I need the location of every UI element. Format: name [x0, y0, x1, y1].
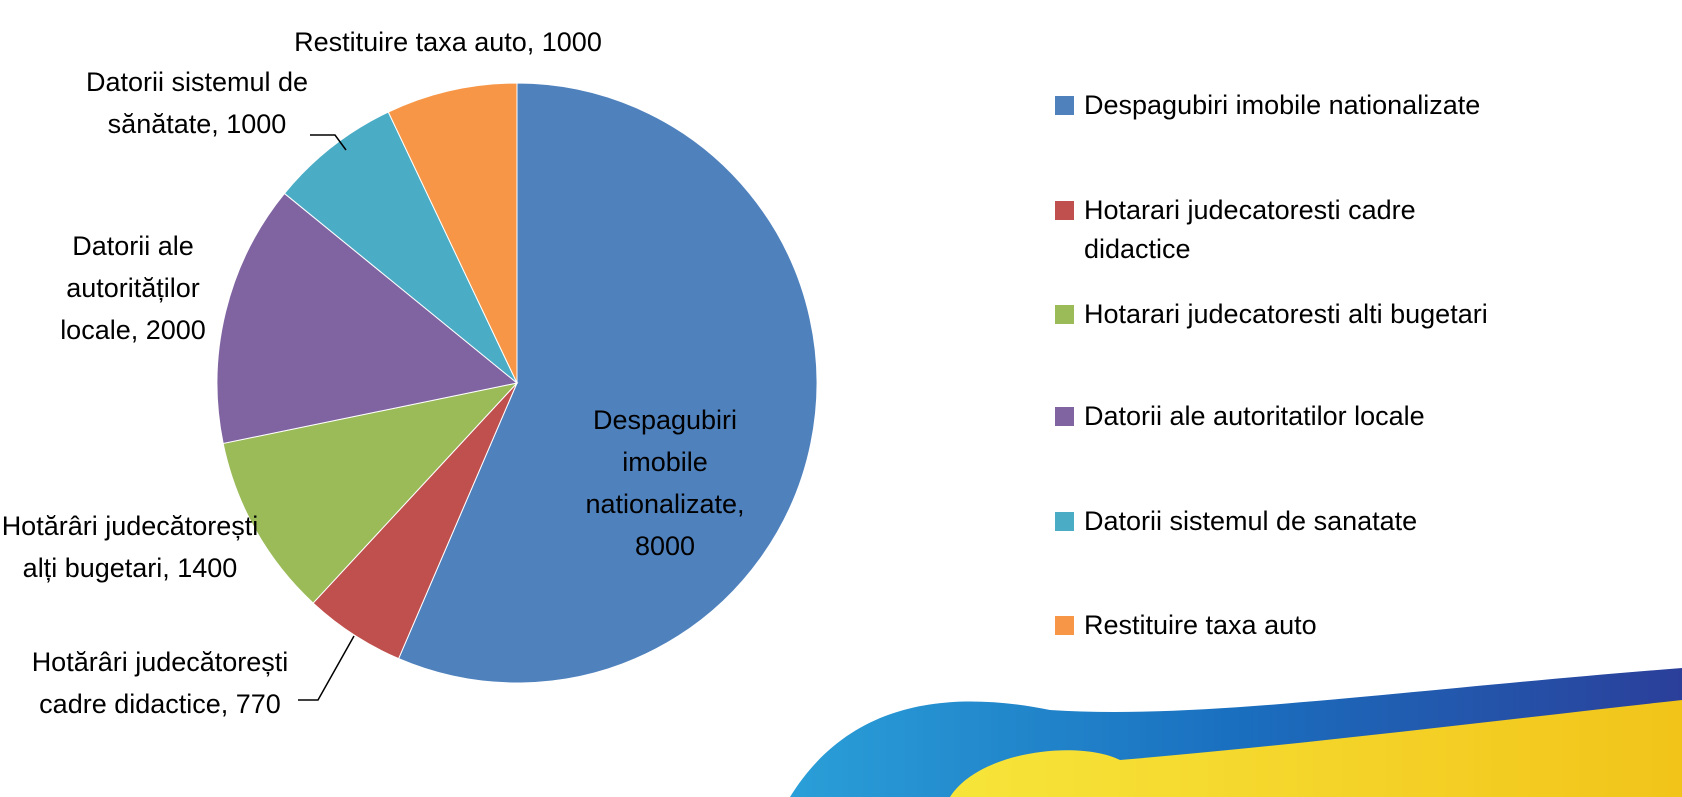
legend-item: Despagubiri imobile nationalizate [1055, 86, 1524, 125]
legend-label: Datorii sistemul de sanatate [1084, 502, 1524, 541]
legend-label: Datorii ale autoritatilor locale [1084, 397, 1524, 436]
data-label: Hotărâri judecătorești alți bugetari, 14… [0, 505, 265, 589]
legend-item: Restituire taxa auto [1055, 606, 1524, 645]
legend-item: Hotarari judecatoresti alti bugetari [1055, 295, 1524, 334]
legend-swatch [1055, 616, 1074, 635]
legend-label: Hotarari judecatoresti alti bugetari [1084, 295, 1524, 334]
decorative-wave [790, 668, 1682, 797]
legend-label: Despagubiri imobile nationalizate [1084, 86, 1524, 125]
data-label: Hotărâri judecătorești cadre didactice, … [10, 641, 310, 725]
legend-item: Datorii ale autoritatilor locale [1055, 397, 1524, 436]
legend-swatch [1055, 201, 1074, 220]
legend-swatch [1055, 407, 1074, 426]
chart: Despagubiri imobile nationalizate, 8000 H… [0, 0, 1682, 797]
data-label: Restituire taxa auto, 1000 [288, 21, 608, 63]
legend-swatch [1055, 305, 1074, 324]
legend-label: Hotarari judecatoresti cadre didactice [1084, 191, 1524, 269]
legend-label: Restituire taxa auto [1084, 606, 1524, 645]
data-label: Datorii sistemul de sănătate, 1000 [47, 61, 347, 145]
legend-swatch [1055, 96, 1074, 115]
legend-item: Hotarari judecatoresti cadre didactice [1055, 191, 1524, 269]
data-label: Despagubiri imobile nationalizate, 8000 [560, 399, 770, 567]
legend-item: Datorii sistemul de sanatate [1055, 502, 1524, 541]
data-label: Datorii ale autorităților locale, 2000 [33, 225, 233, 351]
legend-swatch [1055, 512, 1074, 531]
pie [217, 83, 817, 683]
